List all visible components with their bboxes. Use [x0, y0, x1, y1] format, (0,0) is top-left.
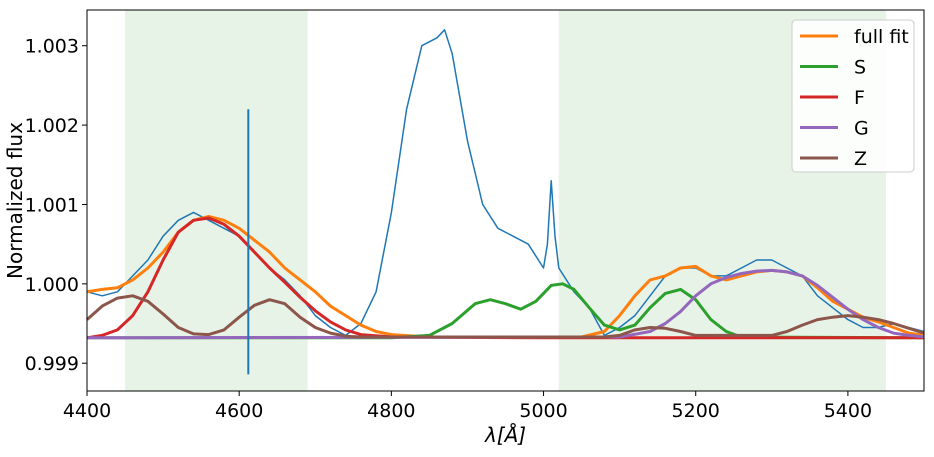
x-tick-label: 5000 — [519, 400, 567, 422]
x-axis-label: λ[Å] — [484, 423, 526, 447]
series-Z-line — [86, 294, 925, 339]
legend-label: Z — [854, 148, 867, 170]
legend-label: G — [854, 118, 869, 140]
y-axis-label: Normalized flux — [3, 122, 27, 279]
x-tick-label: 4800 — [367, 400, 415, 422]
legend-label: full fit — [854, 26, 909, 48]
series-F-line — [86, 216, 924, 340]
y-tick-label: 1.001 — [25, 194, 79, 216]
x-tick-label: 5400 — [824, 400, 872, 422]
y-ticks: 0.999 1.000 1.001 1.002 1.003 — [25, 36, 87, 375]
plot-frame — [86, 9, 925, 392]
x-ticks: 4400 4600 4800 5000 5200 5400 — [63, 391, 872, 422]
x-tick-label: 5200 — [672, 400, 720, 422]
y-tick-label: 0.999 — [25, 353, 79, 375]
series-lines — [86, 29, 925, 340]
legend-box — [791, 19, 915, 173]
series-G-line — [86, 268, 925, 340]
y-tick-label: 1.000 — [25, 274, 79, 296]
legend-label: S — [854, 57, 866, 79]
y-tick-label: 1.003 — [25, 36, 79, 58]
y-tick-label: 1.002 — [25, 115, 79, 137]
series-S-line — [87, 282, 925, 340]
x-tick-label: 4600 — [215, 400, 263, 422]
shaded-region-1 — [125, 10, 308, 391]
legend-label: F — [854, 87, 865, 109]
x-tick-label: 4400 — [63, 400, 111, 422]
